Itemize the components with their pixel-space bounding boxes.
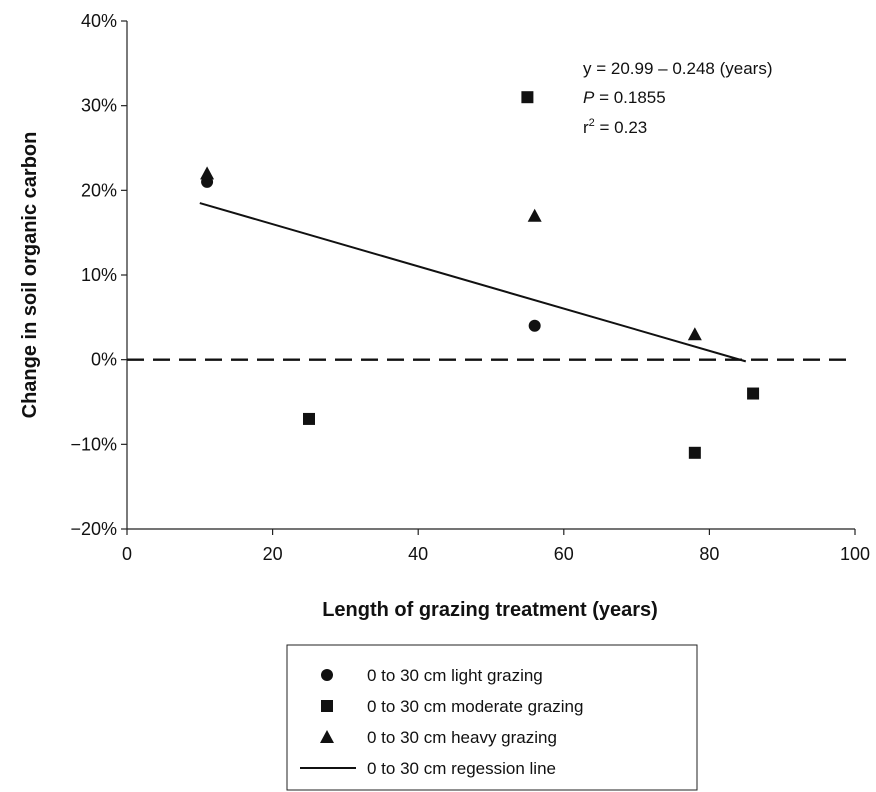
x-tick-label: 80 bbox=[699, 544, 719, 564]
square-data-point bbox=[688, 446, 701, 459]
triangle-data-point bbox=[200, 166, 215, 180]
legend-label: 0 to 30 cm light grazing bbox=[367, 666, 543, 685]
square-data-point bbox=[521, 91, 534, 104]
x-tick-label: 60 bbox=[554, 544, 574, 564]
legend-label: 0 to 30 cm moderate grazing bbox=[367, 697, 583, 716]
legend-label: 0 to 30 cm heavy grazing bbox=[367, 728, 557, 747]
x-tick-label: 40 bbox=[408, 544, 428, 564]
legend-circle-icon bbox=[321, 669, 333, 681]
triangle-data-point bbox=[527, 208, 542, 222]
x-tick-label: 20 bbox=[263, 544, 283, 564]
y-tick-label: 10% bbox=[81, 265, 117, 285]
r2-exponent: 2 bbox=[589, 117, 595, 129]
legend: 0 to 30 cm light grazing 0 to 30 cm moder… bbox=[286, 644, 698, 791]
regression-equation: y = 20.99 – 0.248 (years) bbox=[583, 59, 772, 78]
r-squared-annotation: r2 = 0.23 bbox=[583, 117, 647, 137]
x-axis-title: Length of grazing treatment (years) bbox=[322, 599, 658, 621]
legend-square-icon bbox=[321, 700, 333, 712]
legend-triangle-icon bbox=[320, 730, 334, 743]
r2-label: r bbox=[583, 118, 589, 137]
y-axis-title: Change in soil organic carbon bbox=[19, 132, 41, 419]
circle-data-point bbox=[528, 319, 541, 332]
ticks: −20% −10% 0% 10% 20% 30% 40% 0 20 40 60 80 100 bbox=[70, 11, 870, 564]
legend-items: 0 to 30 cm light grazing 0 to 30 cm moder… bbox=[300, 666, 583, 778]
data-points bbox=[200, 91, 760, 459]
r2-value: = 0.23 bbox=[595, 118, 647, 137]
y-tick-label: 30% bbox=[81, 96, 117, 116]
p-value: = 0.1855 bbox=[594, 88, 665, 107]
x-tick-label: 0 bbox=[122, 544, 132, 564]
y-tick-label: 40% bbox=[81, 11, 117, 31]
legend-label: 0 to 30 cm regession line bbox=[367, 759, 556, 778]
regression-line bbox=[199, 202, 747, 363]
y-tick-label: 20% bbox=[81, 180, 117, 200]
y-tick-label: 0% bbox=[91, 350, 117, 370]
square-data-point bbox=[747, 387, 760, 400]
p-value-annotation: P = 0.1855 bbox=[583, 88, 666, 107]
y-tick-label: −10% bbox=[70, 434, 117, 454]
legend-box bbox=[286, 644, 698, 791]
triangle-data-point bbox=[687, 327, 702, 341]
x-tick-label: 100 bbox=[840, 544, 870, 564]
axes bbox=[126, 21, 855, 530]
square-data-point bbox=[303, 412, 315, 425]
p-label: P bbox=[583, 88, 595, 107]
y-tick-label: −20% bbox=[70, 519, 117, 539]
